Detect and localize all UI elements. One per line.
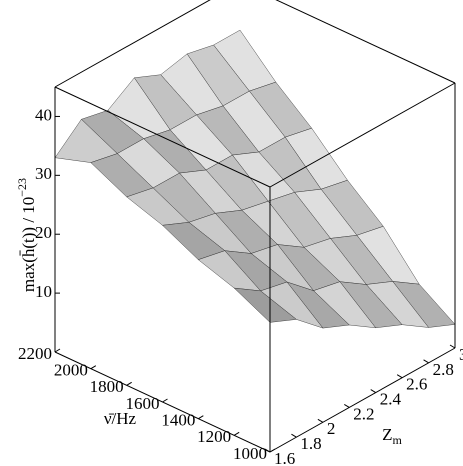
x-tick-label: 2200 xyxy=(18,344,52,363)
y-tick xyxy=(370,389,376,394)
y-tick-label: 2 xyxy=(327,419,336,438)
y-tick xyxy=(344,403,350,408)
surface-patch xyxy=(233,287,297,323)
x-tick-label: 1600 xyxy=(126,394,160,413)
x-tick xyxy=(54,348,61,353)
z-tick-label: 30 xyxy=(35,164,52,183)
x-tick xyxy=(269,448,276,453)
x-tick-label: 1800 xyxy=(90,377,124,396)
x-tick xyxy=(162,398,168,403)
y-tick xyxy=(264,448,271,453)
z-tick-label: 20 xyxy=(35,223,52,242)
y-tick-label: 1.6 xyxy=(274,449,295,466)
box-edge xyxy=(54,86,271,188)
z-axis-title: max(h̄(t)) / 10−23 xyxy=(15,178,38,292)
box-edge xyxy=(54,0,211,88)
x-tick xyxy=(233,431,240,436)
y-tick-label: 2.6 xyxy=(406,375,427,394)
z-axis-title-sup: −23 xyxy=(15,178,29,197)
box-edge xyxy=(269,82,456,188)
y-axis-title-text: Z xyxy=(382,425,392,444)
y-tick-label: 2.8 xyxy=(433,360,454,379)
y-axis-title-sub: m xyxy=(393,433,403,447)
x-tick xyxy=(198,415,204,420)
y-tick-label: 2.4 xyxy=(380,389,402,408)
x-tick-label: 1200 xyxy=(197,427,231,446)
z-tick-label: 40 xyxy=(35,105,52,124)
x-axis-title: ν̄/Hz xyxy=(104,409,137,428)
box-edge xyxy=(275,0,456,84)
x-tick xyxy=(90,365,97,370)
y-tick xyxy=(291,433,297,438)
y-axis-title: Zm xyxy=(382,425,402,447)
y-tick xyxy=(317,418,324,423)
y-tick-label: 2.2 xyxy=(353,404,374,423)
x-tick-label: 1400 xyxy=(161,411,195,430)
y-tick xyxy=(396,374,403,379)
y-tick-label: 1.8 xyxy=(300,434,321,453)
x-tick-label: 2000 xyxy=(54,361,88,380)
z-tick-label: 10 xyxy=(35,282,52,301)
z-axis-title-text: max(h̄(t)) / 10 xyxy=(19,197,38,292)
y-tick xyxy=(423,359,429,364)
box-edge xyxy=(269,347,456,453)
surface xyxy=(54,29,456,329)
y-tick xyxy=(449,344,456,349)
x-tick-label: 1000 xyxy=(233,444,267,463)
y-tick-label: 3 xyxy=(459,345,463,364)
x-tick xyxy=(126,381,132,386)
